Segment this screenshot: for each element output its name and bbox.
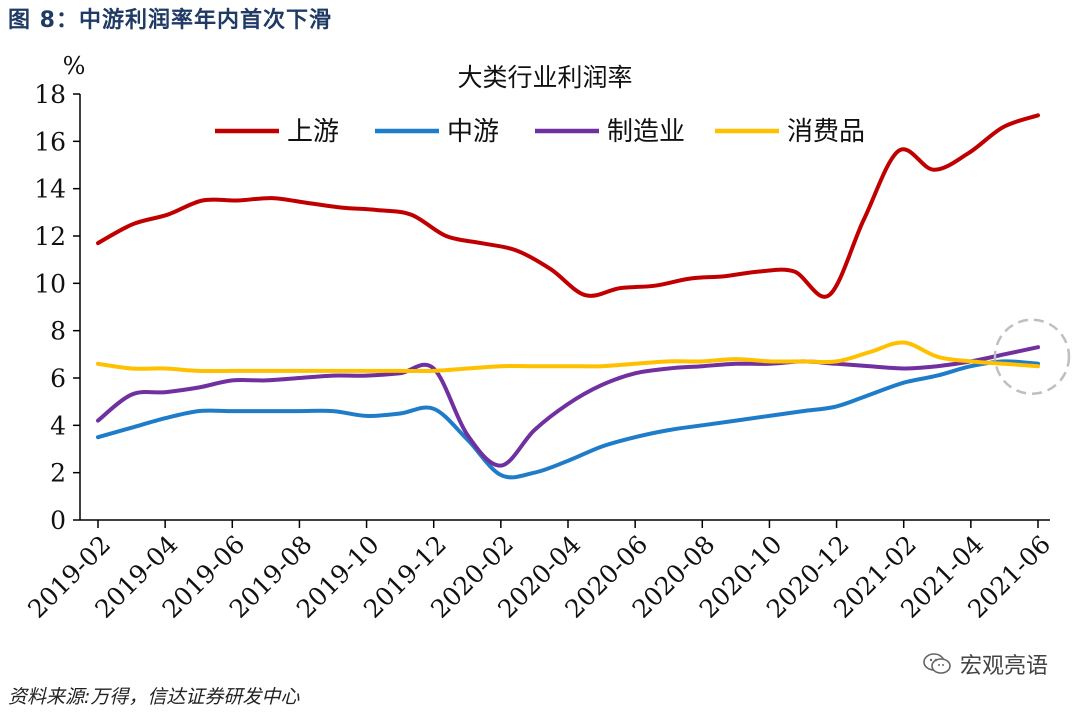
figure-title: 图 8：中游利润率年内首次下滑 (8, 8, 332, 33)
y-tick-label: 4 (50, 411, 66, 440)
chart-legend: 上游 中游 制造业 消费品 (215, 117, 865, 147)
y-tick-label: 0 (50, 506, 66, 535)
y-tick-label: 12 (34, 222, 66, 251)
series-layer (96, 113, 1040, 480)
y-tick-label: 16 (34, 127, 66, 156)
series-line-consumer (96, 340, 1040, 374)
legend-label-consumer: 消费品 (787, 117, 865, 147)
legend-label-manufacturing: 制造业 (607, 117, 685, 147)
series-line-upstream (96, 113, 1040, 299)
series-line-midstream (96, 359, 1040, 480)
y-tick-label: 10 (34, 269, 66, 298)
source-note: 资料来源:万得，信达证券研发中心 (8, 686, 300, 708)
line-chart: 大类行业利润率 % 0246810121416182019-022019-042… (22, 52, 1071, 624)
y-tick-label: 14 (34, 175, 66, 204)
watermark-text: 宏观亮语 (959, 654, 1048, 679)
y-tick-label: 18 (34, 80, 66, 109)
highlight-circle (993, 318, 1071, 395)
y-axis-unit: % (63, 52, 86, 80)
y-tick-label: 2 (50, 459, 66, 488)
chart-title: 大类行业利润率 (457, 63, 632, 92)
wechat-icon (923, 653, 951, 674)
y-tick-label: 8 (50, 317, 66, 346)
watermark: 宏观亮语 (922, 648, 1048, 680)
legend-label-midstream: 中游 (447, 117, 499, 147)
series-line-manufacturing (96, 345, 1040, 468)
y-tick-label: 6 (50, 364, 66, 393)
legend-label-upstream: 上游 (287, 117, 339, 147)
axes: 0246810121416182019-022019-042019-062019… (22, 80, 1056, 624)
